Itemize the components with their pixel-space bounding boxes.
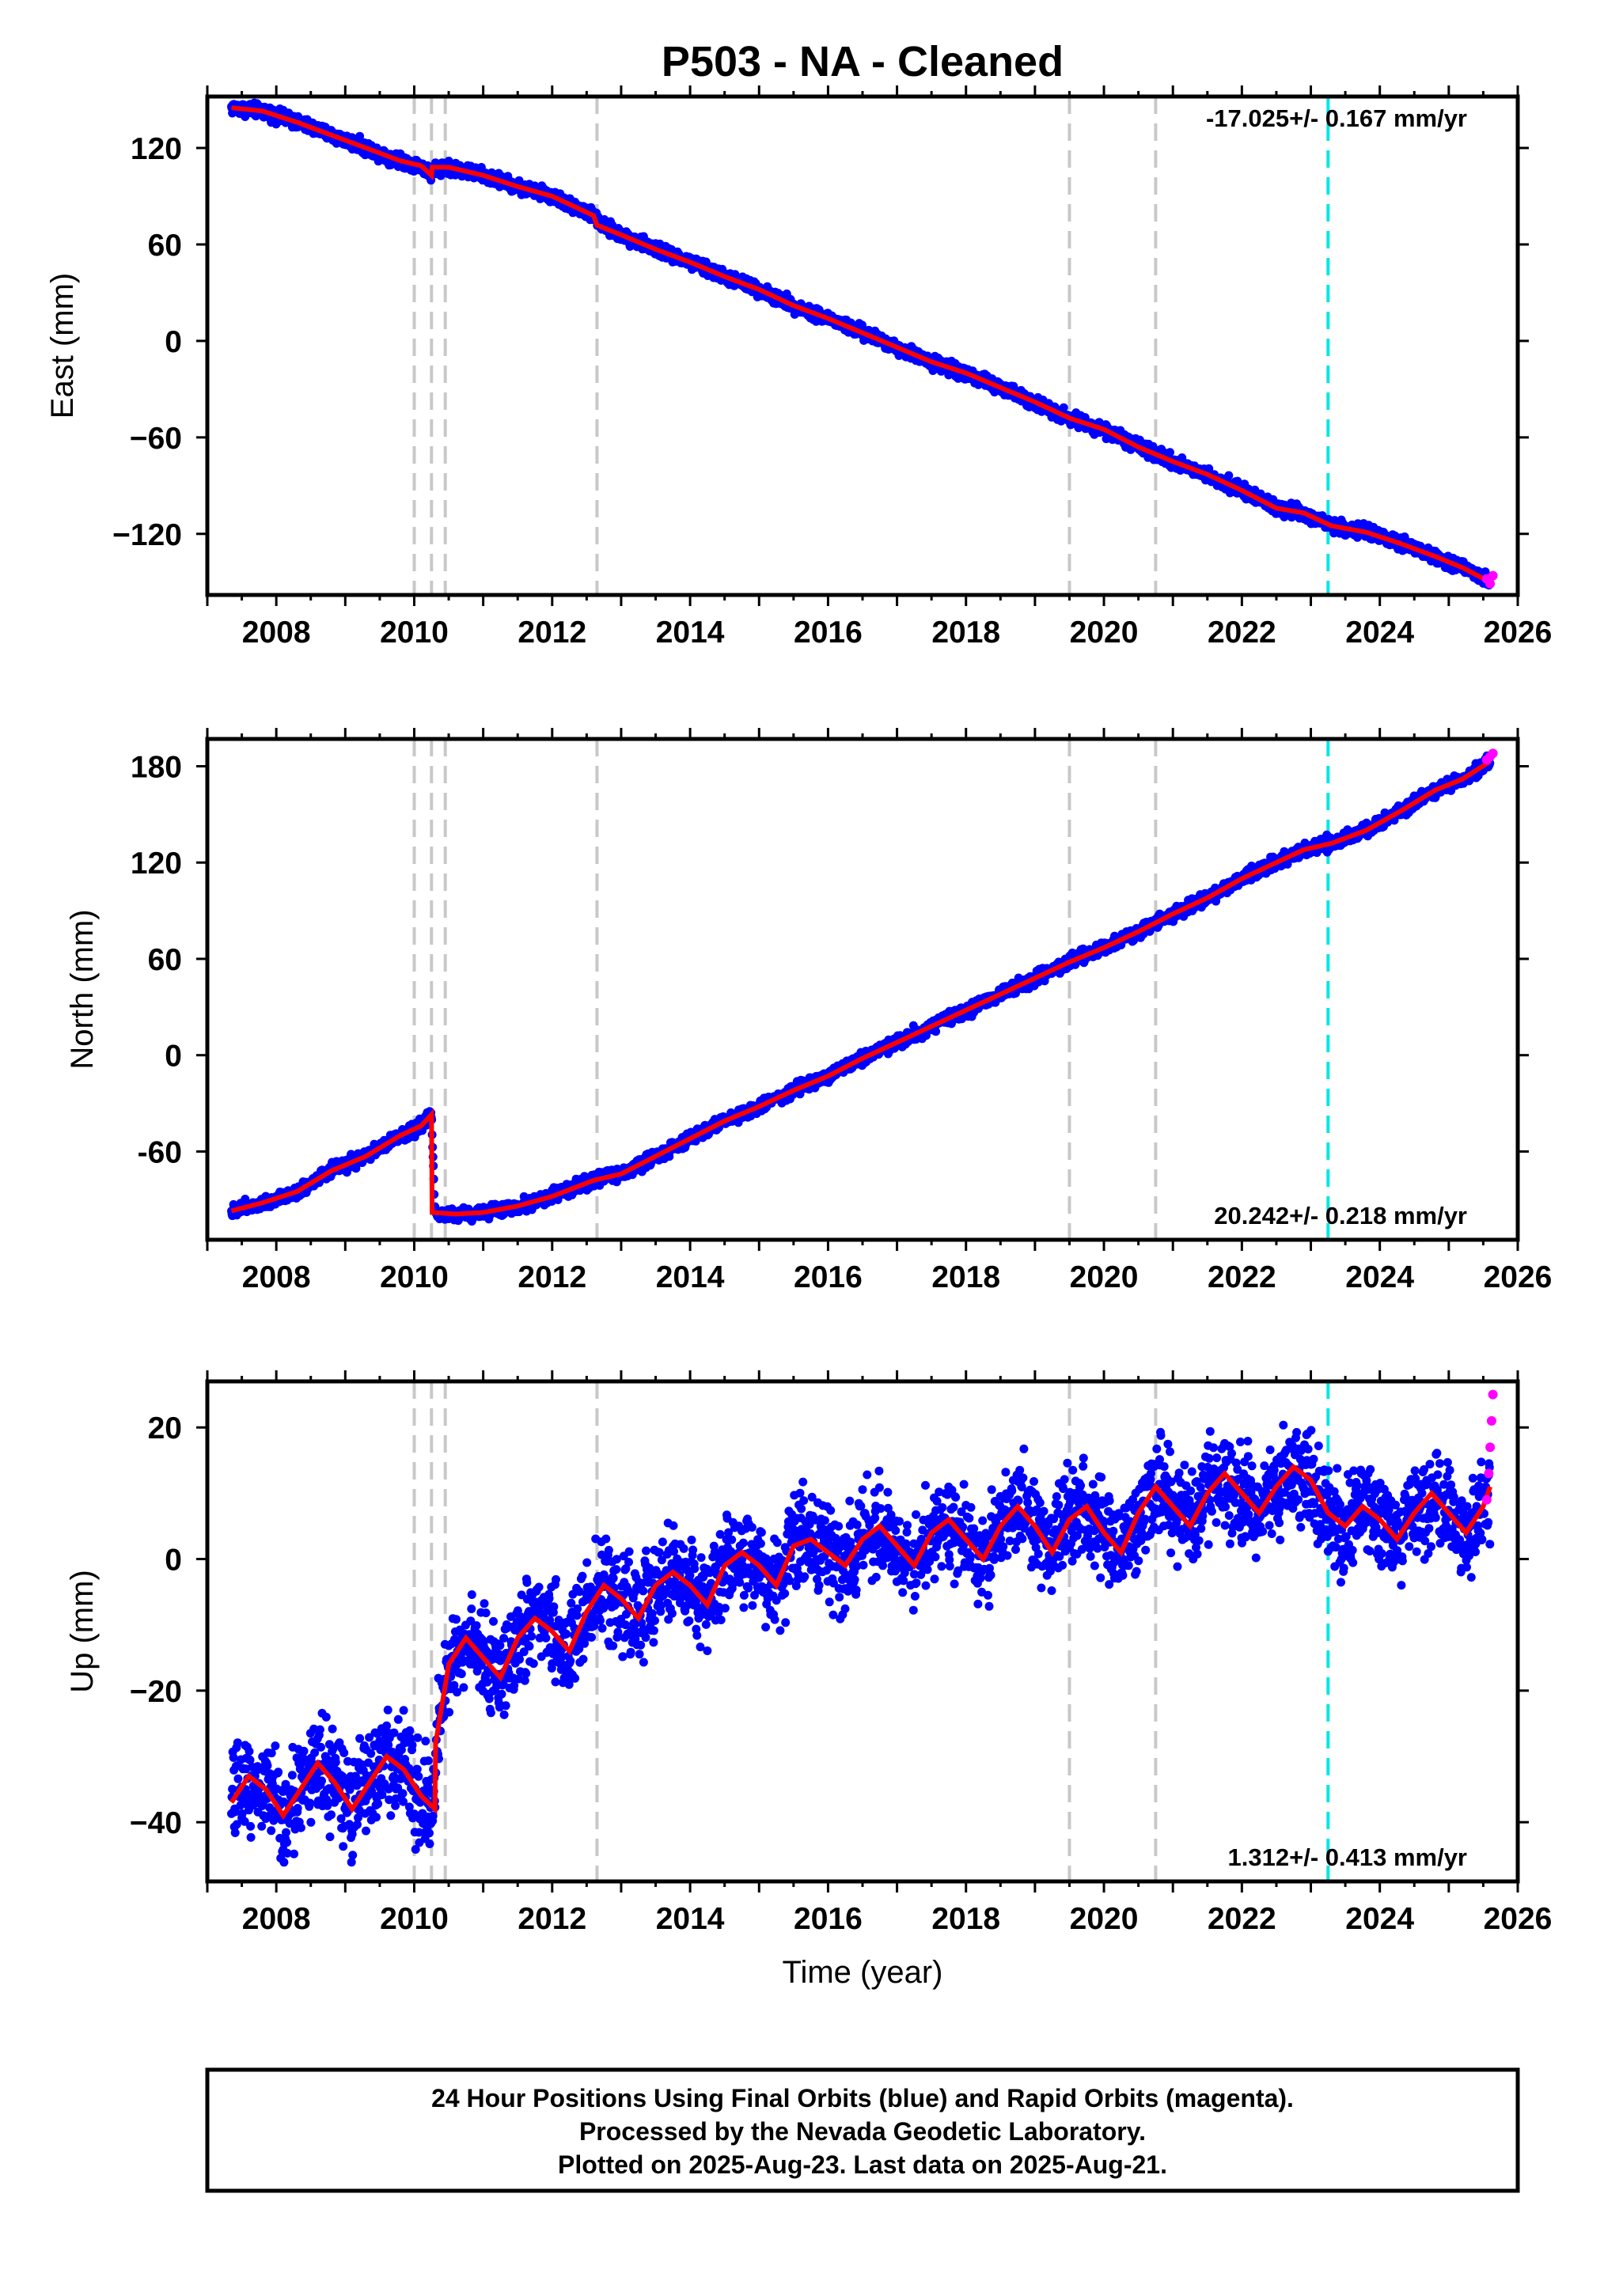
final-point xyxy=(355,131,365,141)
x-tick-label: 2026 xyxy=(1484,616,1553,650)
chart-title: P503 - NA - Cleaned xyxy=(662,38,1064,85)
y-axis-label: East (mm) xyxy=(45,273,80,419)
x-tick-label: 2020 xyxy=(1070,616,1139,650)
x-tick-label: 2022 xyxy=(1208,616,1276,650)
x-tick-label: 2010 xyxy=(380,616,449,650)
y-tick-label: 0 xyxy=(165,325,182,359)
y-tick-label: −120 xyxy=(112,518,182,552)
x-tick-label: 2018 xyxy=(931,616,1000,650)
x-tick-label: 2024 xyxy=(1345,616,1414,650)
final-point xyxy=(1166,448,1174,457)
north-panel: 2008 2010 2012 2014 2016 2018 2020 2022 2024 2026… xyxy=(65,728,1552,1294)
x-tick-label: 2008 xyxy=(242,616,311,650)
rapid-point xyxy=(1488,570,1498,581)
x-tick-label: 2012 xyxy=(518,616,586,650)
model-line xyxy=(231,105,1492,585)
x-tick-label: 2016 xyxy=(794,616,863,650)
y-tick-label: 120 xyxy=(131,132,182,166)
final-point xyxy=(1224,471,1234,480)
east-panel: 2008 2010 2012 2014 2016 2018 2020 2022 2024 2026… xyxy=(45,85,1552,650)
rapid-point xyxy=(1485,578,1496,589)
final-point xyxy=(931,1027,941,1036)
y-tick-label: −60 xyxy=(130,422,182,456)
final-point xyxy=(1059,403,1068,412)
rate-label: -17.025+/- 0.167 mm/yr xyxy=(1206,104,1467,132)
x-tick-label: 2014 xyxy=(656,616,725,650)
y-tick-label: 60 xyxy=(148,229,182,263)
